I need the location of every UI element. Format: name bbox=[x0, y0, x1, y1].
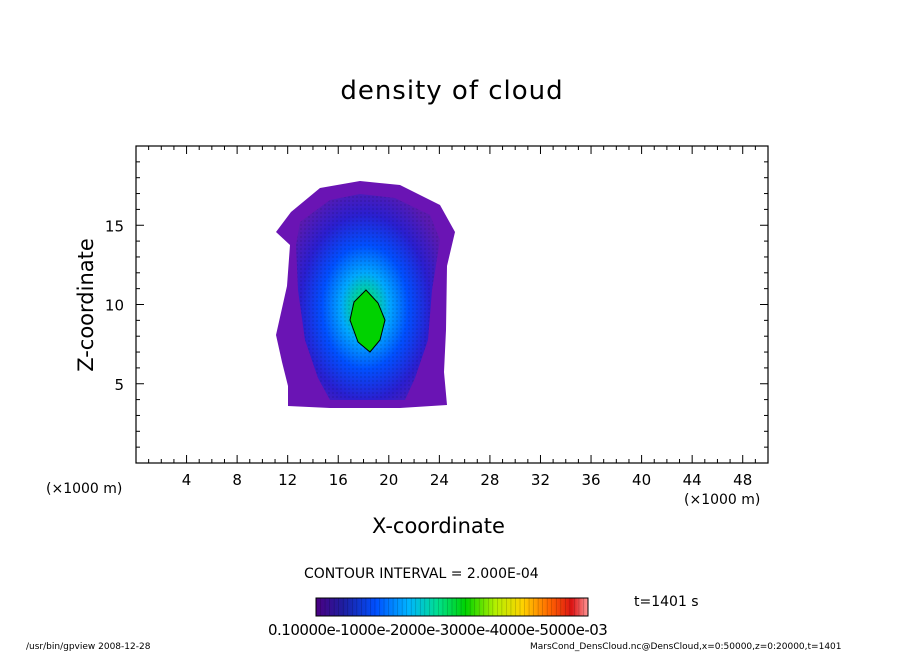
x-axis-label: X-coordinate bbox=[372, 514, 505, 538]
colorbar-tick-labels: 0.10000e-1000e-2000e-3000e-4000e-5000e-0… bbox=[268, 621, 608, 639]
x-tick-label: 12 bbox=[278, 471, 297, 489]
cloud-density-field bbox=[276, 181, 455, 408]
x-tick-label: 28 bbox=[480, 471, 499, 489]
x-tick-label: 44 bbox=[683, 471, 702, 489]
footer-right-text: MarsCond_DensCloud.nc@DensCloud,x=0:5000… bbox=[530, 642, 842, 652]
chart-title: density of cloud bbox=[340, 76, 564, 106]
x-tick-label: 16 bbox=[329, 471, 348, 489]
y-axis-label: Z-coordinate bbox=[74, 238, 98, 372]
x-unit-label-left: (×1000 m) bbox=[46, 481, 123, 497]
x-unit-label-right: (×1000 m) bbox=[684, 492, 761, 508]
x-tick-label: 4 bbox=[182, 471, 192, 489]
y-tick-label: 15 bbox=[105, 217, 124, 235]
colorbar-gradient bbox=[315, 597, 589, 617]
colorbar bbox=[315, 597, 589, 617]
y-tick-label: 10 bbox=[105, 297, 124, 315]
x-tick-label: 32 bbox=[531, 471, 550, 489]
x-tick-label: 20 bbox=[379, 471, 398, 489]
footer-left-text: /usr/bin/gpview 2008-12-28 bbox=[26, 642, 151, 652]
y-tick-label: 5 bbox=[114, 376, 124, 394]
cloud-core bbox=[349, 289, 386, 353]
contour-interval-text: CONTOUR INTERVAL = 2.000E-04 bbox=[304, 566, 539, 582]
time-label: t=1401 s bbox=[634, 594, 699, 610]
x-tick-label: 48 bbox=[733, 471, 752, 489]
x-tick-label: 24 bbox=[430, 471, 449, 489]
x-tick-label: 40 bbox=[632, 471, 651, 489]
plot-border bbox=[135, 145, 769, 464]
x-tick-label: 36 bbox=[581, 471, 600, 489]
x-tick-label: 8 bbox=[232, 471, 242, 489]
